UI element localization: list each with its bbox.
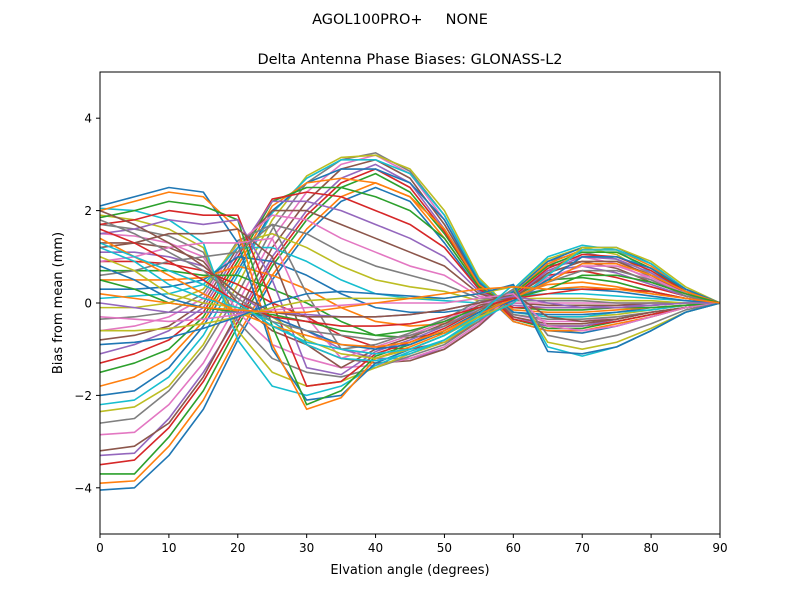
y-tick-label: 4	[84, 112, 92, 126]
y-axis-label: Bias from mean (mm)	[51, 232, 66, 374]
series-line-9	[100, 154, 720, 413]
series-line-12	[100, 177, 720, 387]
series-line-42	[100, 237, 720, 348]
y-tick-label: 2	[84, 204, 92, 218]
series-line-51	[100, 283, 720, 355]
series-line-4	[100, 168, 720, 466]
x-axis: 0 10 20 30 40 50 60 70 80 90	[96, 534, 728, 555]
chart-suptitle: AGOL100PRO+ NONE	[312, 12, 488, 28]
x-tick-label: 90	[712, 541, 727, 555]
x-tick-label: 30	[299, 541, 314, 555]
series-line-22	[100, 265, 720, 327]
series-line-26	[100, 242, 720, 364]
x-tick-label: 70	[575, 541, 590, 555]
x-tick-label: 80	[643, 541, 658, 555]
x-tick-label: 50	[437, 541, 452, 555]
y-axis: −4 −2 0 2 4	[74, 112, 100, 495]
series-line-38	[100, 223, 720, 351]
series-line-36	[100, 228, 720, 369]
chart-title: Delta Antenna Phase Biases: GLONASS-L2	[257, 52, 562, 68]
series-layer	[100, 152, 720, 491]
x-tick-label: 20	[230, 541, 245, 555]
series-line-48	[100, 219, 720, 344]
y-tick-label: −2	[74, 389, 92, 403]
x-tick-label: 10	[161, 541, 176, 555]
x-axis-label: Elvation angle (degrees)	[330, 563, 489, 578]
y-tick-label: 0	[84, 297, 92, 311]
series-line-11	[100, 168, 720, 397]
series-line-46	[100, 209, 720, 323]
x-tick-label: 40	[368, 541, 383, 555]
series-line-35	[100, 219, 720, 376]
x-tick-label: 60	[506, 541, 521, 555]
series-line-8	[100, 152, 720, 424]
series-line-47	[100, 292, 720, 332]
x-tick-label: 0	[96, 541, 104, 555]
series-line-40	[100, 246, 720, 362]
series-line-52	[100, 286, 720, 314]
series-line-19	[100, 232, 720, 309]
y-tick-label: −4	[74, 481, 92, 495]
